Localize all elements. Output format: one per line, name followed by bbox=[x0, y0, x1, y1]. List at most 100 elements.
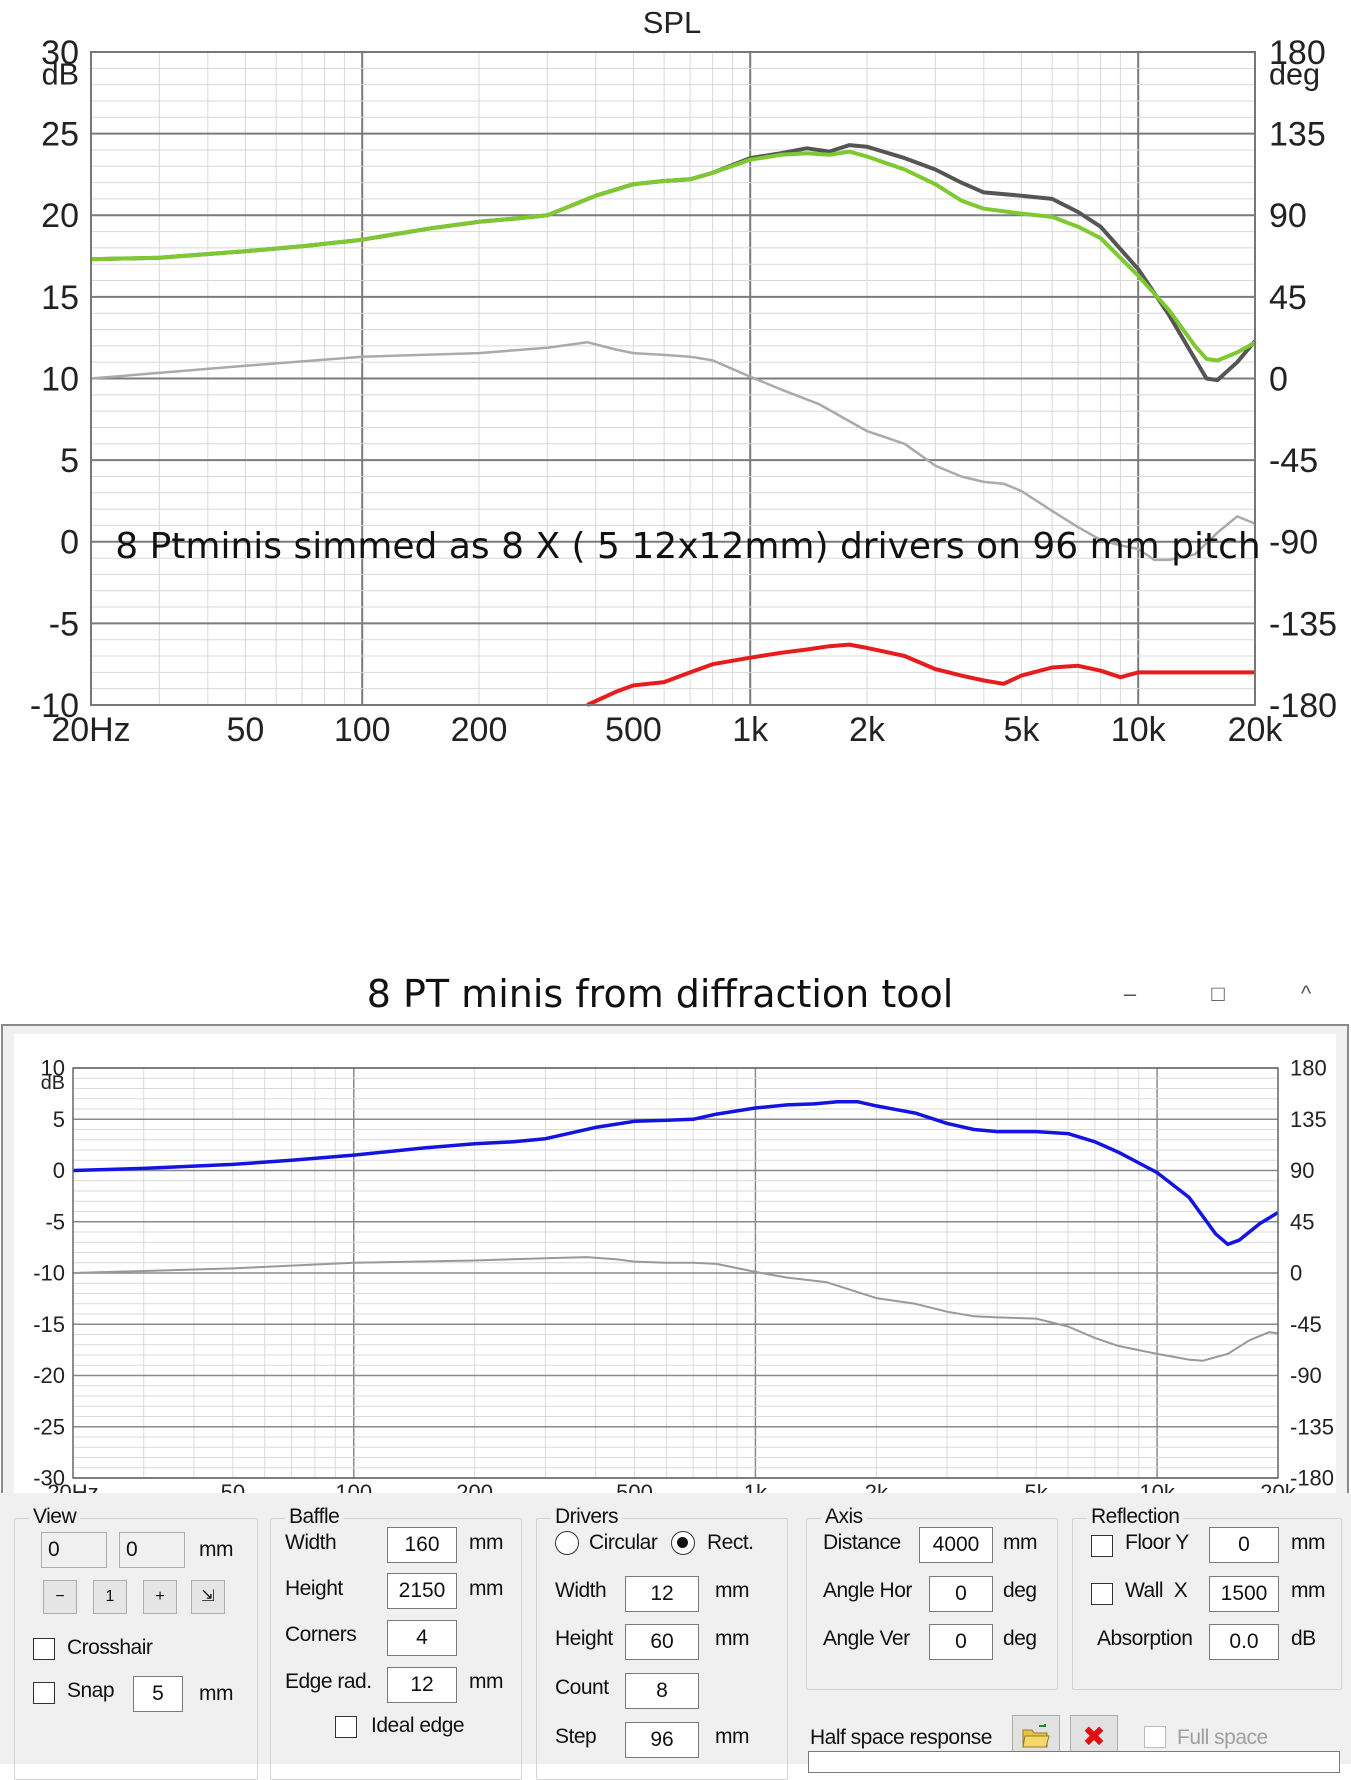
angle-hor-label: Angle Hor bbox=[823, 1579, 912, 1602]
x-tick-label: 200 bbox=[451, 711, 508, 749]
control-panel: View 0 0 mm − 1 + ⇲ Crosshair Snap 5 mm … bbox=[0, 1493, 1351, 1780]
x-tick-label: 10k bbox=[1111, 711, 1167, 749]
wall-checkbox[interactable] bbox=[1091, 1583, 1113, 1605]
driver-width-field[interactable]: 12 bbox=[625, 1576, 699, 1612]
left-tick-label: 15 bbox=[41, 279, 79, 317]
right-tick-label: -45 bbox=[1290, 1312, 1322, 1337]
baffle-edge-field[interactable]: 12 bbox=[387, 1667, 457, 1703]
driver-width-unit: mm bbox=[715, 1579, 750, 1602]
baffle-height-label: Height bbox=[285, 1577, 343, 1600]
diffraction-chart: 10 5 0 -5 -10 -15 -20 -25 -30 180 135 90 45 0 -45 -90 -1… bbox=[1, 1024, 1349, 1510]
snap-unit: mm bbox=[199, 1682, 234, 1705]
rect-label: Rect. bbox=[707, 1531, 754, 1554]
right-tick-label: -135 bbox=[1290, 1414, 1334, 1439]
left-tick-label: -10 bbox=[30, 687, 79, 725]
close-icon[interactable]: ^ bbox=[1300, 981, 1312, 1006]
x-tick-label: 2k bbox=[849, 711, 886, 749]
baffle-corners-label: Corners bbox=[285, 1623, 357, 1646]
ideal-edge-label: Ideal edge bbox=[371, 1714, 465, 1737]
circular-radio[interactable] bbox=[555, 1531, 579, 1555]
angle-ver-label: Angle Ver bbox=[823, 1627, 910, 1650]
right-tick-label: -180 bbox=[1290, 1466, 1334, 1491]
x-tick-label: 20k bbox=[1228, 711, 1284, 749]
driver-step-unit: mm bbox=[715, 1725, 750, 1748]
chart2-plot-frame bbox=[72, 1067, 1279, 1479]
right-tick-label: -45 bbox=[1269, 442, 1318, 480]
wall-field[interactable]: 1500 bbox=[1209, 1576, 1279, 1612]
right-tick-label: -90 bbox=[1269, 524, 1318, 562]
chart1-series bbox=[90, 143, 1257, 707]
chart2-series bbox=[72, 1100, 1279, 1362]
axis-title: Axis bbox=[821, 1505, 867, 1529]
baffle-corners-field[interactable]: 4 bbox=[387, 1620, 457, 1656]
right-tick-label: 0 bbox=[1269, 360, 1288, 398]
driver-count-label: Count bbox=[555, 1676, 609, 1699]
snap-checkbox[interactable] bbox=[33, 1682, 55, 1704]
circular-label: Circular bbox=[589, 1531, 658, 1554]
series-line-2 bbox=[72, 1256, 1279, 1362]
angle-ver-field[interactable]: 0 bbox=[929, 1624, 993, 1660]
distance-field[interactable]: 4000 bbox=[919, 1527, 993, 1563]
absorption-field[interactable]: 0.0 bbox=[1209, 1624, 1279, 1660]
left-axis-unit: dB bbox=[41, 1072, 65, 1094]
x-tick-label: 5k bbox=[1003, 711, 1040, 749]
left-tick-label: -30 bbox=[33, 1466, 65, 1491]
baffle-height-field[interactable]: 2150 bbox=[387, 1573, 457, 1609]
floor-field[interactable]: 0 bbox=[1209, 1527, 1279, 1563]
baffle-edge-label: Edge rad. bbox=[285, 1670, 372, 1693]
chart2-canvas bbox=[14, 1034, 1336, 1510]
rect-radio[interactable] bbox=[671, 1531, 695, 1555]
angle-ver-unit: deg bbox=[1003, 1627, 1037, 1650]
half-space-label: Half space response bbox=[810, 1726, 992, 1749]
fit-all-icon[interactable]: ⇲ bbox=[191, 1580, 225, 1614]
zoom-out-icon[interactable]: − bbox=[43, 1580, 77, 1614]
absorption-unit: dB bbox=[1291, 1627, 1316, 1650]
chart1-annotation: 8 Ptminis simmed as 8 X ( 5 12x12mm) dri… bbox=[115, 526, 1261, 567]
baffle-width-field[interactable]: 160 bbox=[387, 1527, 457, 1563]
right-tick-label: 0 bbox=[1290, 1261, 1302, 1286]
left-tick-label: -25 bbox=[33, 1414, 65, 1439]
zoom-in-icon[interactable]: + bbox=[143, 1580, 177, 1614]
driver-step-field[interactable]: 96 bbox=[625, 1722, 699, 1758]
crosshair-label: Crosshair bbox=[67, 1636, 153, 1659]
driver-height-field[interactable]: 60 bbox=[625, 1624, 699, 1660]
wall-label: Wall X bbox=[1125, 1579, 1188, 1602]
right-tick-label: 45 bbox=[1269, 279, 1307, 317]
left-tick-label: -20 bbox=[33, 1363, 65, 1388]
left-tick-label: 5 bbox=[53, 1107, 65, 1132]
reflection-title: Reflection bbox=[1087, 1505, 1184, 1529]
view-x-field[interactable]: 0 bbox=[41, 1532, 107, 1568]
half-space-field[interactable] bbox=[808, 1751, 1340, 1773]
driver-height-label: Height bbox=[555, 1627, 613, 1650]
view-title: View bbox=[29, 1505, 81, 1529]
x-tick-label: 1k bbox=[732, 711, 769, 749]
left-tick-label: -5 bbox=[49, 605, 79, 643]
zoom-reset-icon[interactable]: 1 bbox=[93, 1580, 127, 1614]
right-tick-label: 180 bbox=[1290, 1056, 1327, 1081]
full-space-label: Full space bbox=[1177, 1726, 1268, 1749]
series-line-1 bbox=[72, 1100, 1279, 1247]
axis-group: Axis Distance 4000 mm Angle Hor 0 deg An… bbox=[806, 1505, 1058, 1690]
absorption-label: Absorption bbox=[1097, 1627, 1193, 1650]
right-tick-label: 135 bbox=[1269, 116, 1326, 154]
minimize-icon[interactable]: – bbox=[1123, 981, 1137, 1006]
left-tick-label: 5 bbox=[60, 442, 79, 480]
baffle-edge-unit: mm bbox=[469, 1670, 504, 1693]
snap-field[interactable]: 5 bbox=[133, 1676, 183, 1712]
left-tick-label: -5 bbox=[45, 1209, 65, 1234]
view-y-field[interactable]: 0 bbox=[119, 1532, 185, 1568]
angle-hor-field[interactable]: 0 bbox=[929, 1576, 993, 1612]
left-tick-label: 0 bbox=[60, 524, 79, 562]
distance-unit: mm bbox=[1003, 1531, 1038, 1554]
series-line-3 bbox=[90, 340, 1256, 562]
left-axis-unit: dB bbox=[42, 57, 79, 91]
driver-count-field[interactable]: 8 bbox=[625, 1673, 699, 1709]
left-tick-label: 30 bbox=[41, 34, 79, 72]
full-space-checkbox[interactable] bbox=[1144, 1726, 1166, 1748]
right-tick-label: -135 bbox=[1269, 605, 1337, 643]
floor-checkbox[interactable] bbox=[1091, 1535, 1113, 1557]
snap-label: Snap bbox=[67, 1679, 115, 1702]
crosshair-checkbox[interactable] bbox=[33, 1638, 55, 1660]
maximize-icon[interactable]: □ bbox=[1211, 981, 1225, 1006]
ideal-edge-checkbox[interactable] bbox=[335, 1716, 357, 1738]
